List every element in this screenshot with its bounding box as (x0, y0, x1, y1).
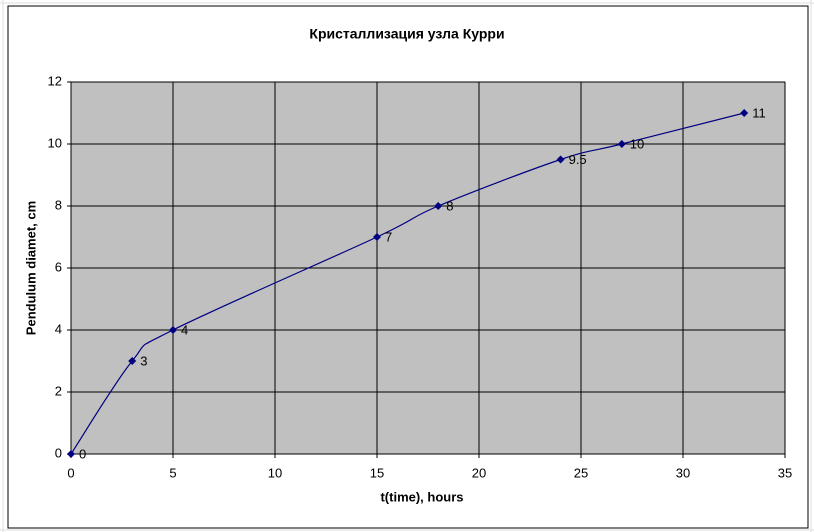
x-tick-label: 20 (472, 465, 486, 480)
series-line (70, 112, 745, 455)
data-label: 0 (79, 446, 86, 461)
y-tick-label: 4 (55, 321, 62, 336)
x-axis-label: t(time), hours (380, 489, 463, 504)
data-label: 8 (446, 198, 453, 213)
data-label: 10 (630, 136, 644, 151)
marker (556, 155, 565, 164)
x-tick-label: 35 (778, 465, 792, 480)
x-tick-label: 25 (574, 465, 588, 480)
y-tick-label: 10 (48, 135, 62, 150)
marker (128, 357, 137, 365)
x-tick-label: 5 (169, 465, 176, 480)
marker (169, 326, 177, 334)
data-label: 11 (752, 105, 766, 120)
chart-title: Кристаллизация узла Курри (309, 26, 504, 42)
y-tick-label: 12 (48, 73, 62, 88)
data-label: 7 (385, 229, 392, 244)
y-tick-label: 6 (55, 259, 62, 274)
marker (67, 450, 75, 458)
data-label: 4 (181, 322, 188, 337)
marker (373, 233, 381, 241)
y-tick-label: 2 (55, 383, 62, 398)
marker (740, 109, 749, 117)
marker (434, 202, 443, 210)
y-axis-label: Pendulum diamet, cm (23, 201, 38, 335)
data-label: 9.5 (569, 152, 587, 167)
x-tick-label: 0 (67, 465, 74, 480)
y-tick-label: 0 (55, 445, 62, 460)
x-tick-label: 10 (268, 465, 282, 480)
x-tick-label: 30 (676, 465, 690, 480)
marker (617, 140, 626, 148)
y-tick-label: 8 (55, 197, 62, 212)
x-tick-label: 15 (370, 465, 384, 480)
data-label: 3 (140, 353, 147, 368)
